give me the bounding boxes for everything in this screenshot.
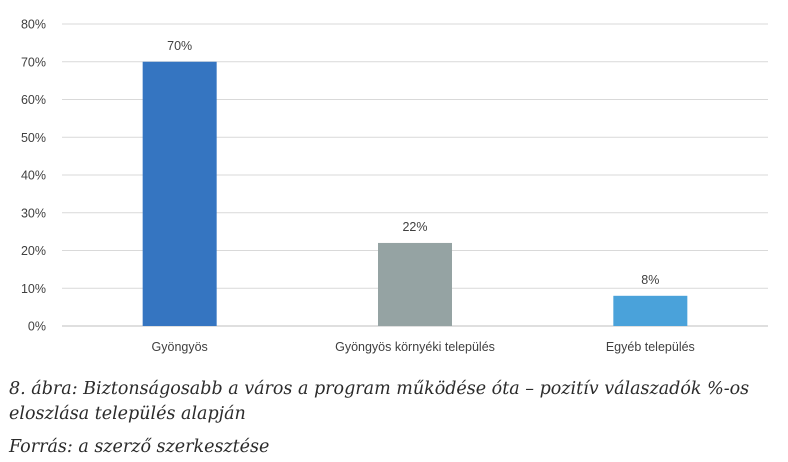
data-label: 70% xyxy=(167,39,192,53)
y-tick-label: 80% xyxy=(21,18,46,32)
y-tick-label: 30% xyxy=(21,206,46,220)
bar xyxy=(142,61,217,326)
x-tick-label: Gyöngyös környéki település xyxy=(335,340,495,354)
x-tick-label: Gyöngyös xyxy=(152,340,208,354)
y-tick-label: 0% xyxy=(28,320,46,334)
bar xyxy=(613,295,688,326)
figure-caption: 8. ábra: Biztonságosabb a város a progra… xyxy=(9,379,750,424)
source-note: Forrás: a szerző szerkesztése xyxy=(9,437,270,457)
bar-chart: 0% 10% 20% 30% 40% 50% 60% 70% 80% 70% Gyöngyös 22%… xyxy=(21,18,768,354)
y-tick-label: 70% xyxy=(21,55,46,69)
y-tick-label: 40% xyxy=(21,169,46,183)
y-tick-label: 60% xyxy=(21,93,46,107)
y-tick-label: 50% xyxy=(21,131,46,145)
data-label: 8% xyxy=(641,273,659,287)
bar xyxy=(378,242,452,326)
y-tick-label: 10% xyxy=(21,282,46,296)
x-tick-label: Egyéb település xyxy=(606,340,695,354)
data-label: 22% xyxy=(402,220,427,234)
y-tick-label: 20% xyxy=(21,244,46,258)
